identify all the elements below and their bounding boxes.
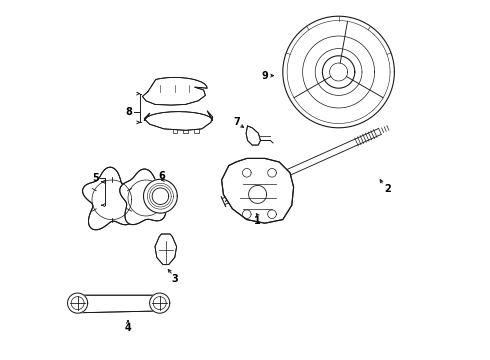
Bar <box>183 128 188 133</box>
Polygon shape <box>68 293 88 313</box>
Polygon shape <box>143 77 207 105</box>
Text: 3: 3 <box>172 274 178 284</box>
Text: 2: 2 <box>384 184 391 194</box>
Polygon shape <box>221 158 294 223</box>
Bar <box>194 128 198 133</box>
Polygon shape <box>120 169 175 225</box>
Polygon shape <box>83 167 145 230</box>
Polygon shape <box>246 126 261 145</box>
Text: 1: 1 <box>254 216 261 226</box>
Polygon shape <box>155 234 176 265</box>
Polygon shape <box>149 293 170 313</box>
Text: 6: 6 <box>159 171 166 181</box>
Text: 5: 5 <box>92 173 99 183</box>
Polygon shape <box>74 293 162 313</box>
Text: 8: 8 <box>125 107 132 117</box>
Polygon shape <box>144 111 213 130</box>
Polygon shape <box>144 179 177 213</box>
Text: 7: 7 <box>234 117 241 127</box>
Text: 9: 9 <box>262 71 268 81</box>
Text: 4: 4 <box>124 323 131 333</box>
Bar <box>172 128 177 133</box>
